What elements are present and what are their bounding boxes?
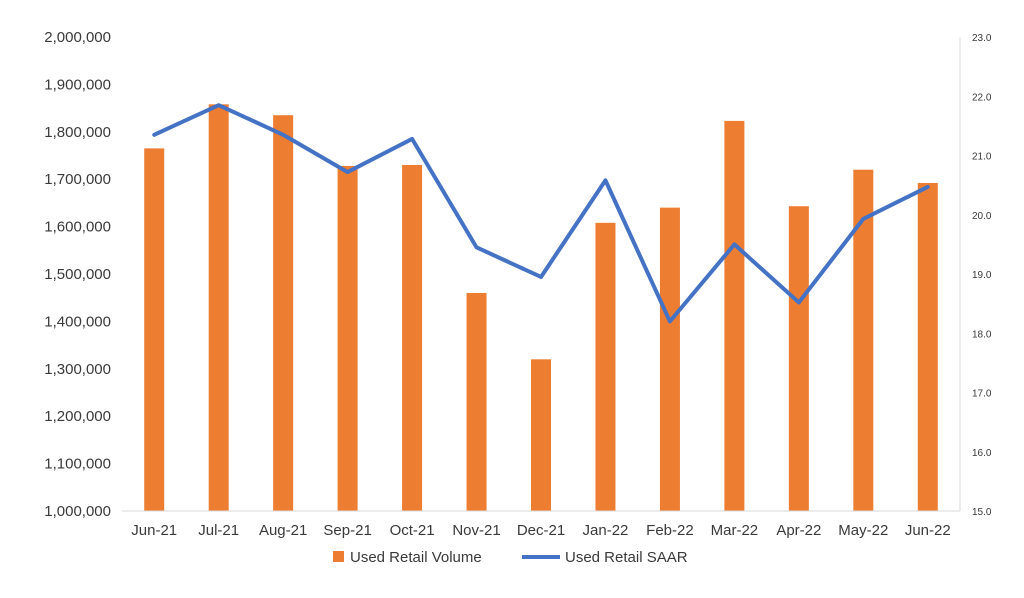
left-axis-ticks: 1,000,000 1,100,000 1,200,000 1,300,000 1,40… <box>44 29 111 520</box>
x-tick-label: Jul-21 <box>198 522 239 539</box>
legend-label-used-retail-saar: Used Retail SAAR <box>565 549 688 566</box>
x-axis-ticks: Jun-21 Jul-21 Aug-21 Sep-21 Oct-21 Nov-21 Dec-… <box>131 522 950 539</box>
right-tick-label: 16.0 <box>972 448 992 459</box>
bar-nov-21 <box>466 292 487 511</box>
left-tick-label: 2,000,000 <box>44 29 111 46</box>
x-tick-label: Sep-21 <box>323 522 371 539</box>
left-tick-label: 1,800,000 <box>44 124 111 141</box>
x-tick-label: Aug-21 <box>259 522 307 539</box>
right-tick-label: 17.0 <box>972 389 992 400</box>
left-tick-label: 1,900,000 <box>44 76 111 93</box>
left-tick-label: 1,500,000 <box>44 266 111 283</box>
right-tick-label: 22.0 <box>972 92 992 103</box>
legend-label-used-retail-volume: Used Retail Volume <box>350 549 482 566</box>
right-axis-ticks: 15.0 16.0 17.0 18.0 19.0 20.0 21.0 22.0 23.0 <box>972 33 992 518</box>
x-tick-label: Feb-22 <box>646 522 694 539</box>
bar-mar-22 <box>724 120 745 511</box>
bar-jul-21 <box>208 104 229 512</box>
bar-jan-22 <box>595 222 616 512</box>
x-tick-label: Jun-21 <box>131 522 177 539</box>
x-tick-label: May-22 <box>838 522 888 539</box>
bar-feb-22 <box>659 207 680 511</box>
bar-apr-22 <box>788 206 809 511</box>
legend-swatch-used-retail-volume <box>333 551 344 562</box>
saar-line <box>152 103 930 324</box>
x-tick-label: Mar-22 <box>711 522 759 539</box>
bar-oct-21 <box>402 164 423 512</box>
x-tick-label: Jun-22 <box>905 522 951 539</box>
left-tick-label: 1,600,000 <box>44 219 111 236</box>
bar-jun-21 <box>144 148 165 511</box>
bar-dec-21 <box>531 359 551 511</box>
right-tick-label: 18.0 <box>972 329 992 340</box>
x-tick-label: Oct-21 <box>390 522 435 539</box>
bar-may-22 <box>853 169 874 511</box>
x-tick-label: Jan-22 <box>583 522 629 539</box>
left-tick-label: 1,200,000 <box>44 408 111 425</box>
x-tick-label: Nov-21 <box>452 522 500 539</box>
right-tick-label: 23.0 <box>972 33 992 44</box>
right-tick-label: 21.0 <box>972 152 992 163</box>
legend: Used Retail Volume Used Retail SAAR <box>333 549 688 566</box>
bar-aug-21 <box>273 115 294 512</box>
line-series-used-retail-saar <box>152 103 930 324</box>
left-tick-label: 1,000,000 <box>44 503 111 520</box>
right-tick-label: 15.0 <box>972 507 992 518</box>
left-tick-label: 1,300,000 <box>44 361 111 378</box>
right-tick-label: 19.0 <box>972 270 992 281</box>
bar-jun-22 <box>917 182 938 511</box>
left-tick-label: 1,100,000 <box>44 456 111 473</box>
left-tick-label: 1,400,000 <box>44 313 111 330</box>
bar-series-used-retail-volume <box>144 104 938 512</box>
bar-sep-21 <box>337 165 358 512</box>
right-tick-label: 20.0 <box>972 211 992 222</box>
x-tick-label: Dec-21 <box>517 522 565 539</box>
left-tick-label: 1,700,000 <box>44 171 111 188</box>
x-tick-label: Apr-22 <box>776 522 821 539</box>
